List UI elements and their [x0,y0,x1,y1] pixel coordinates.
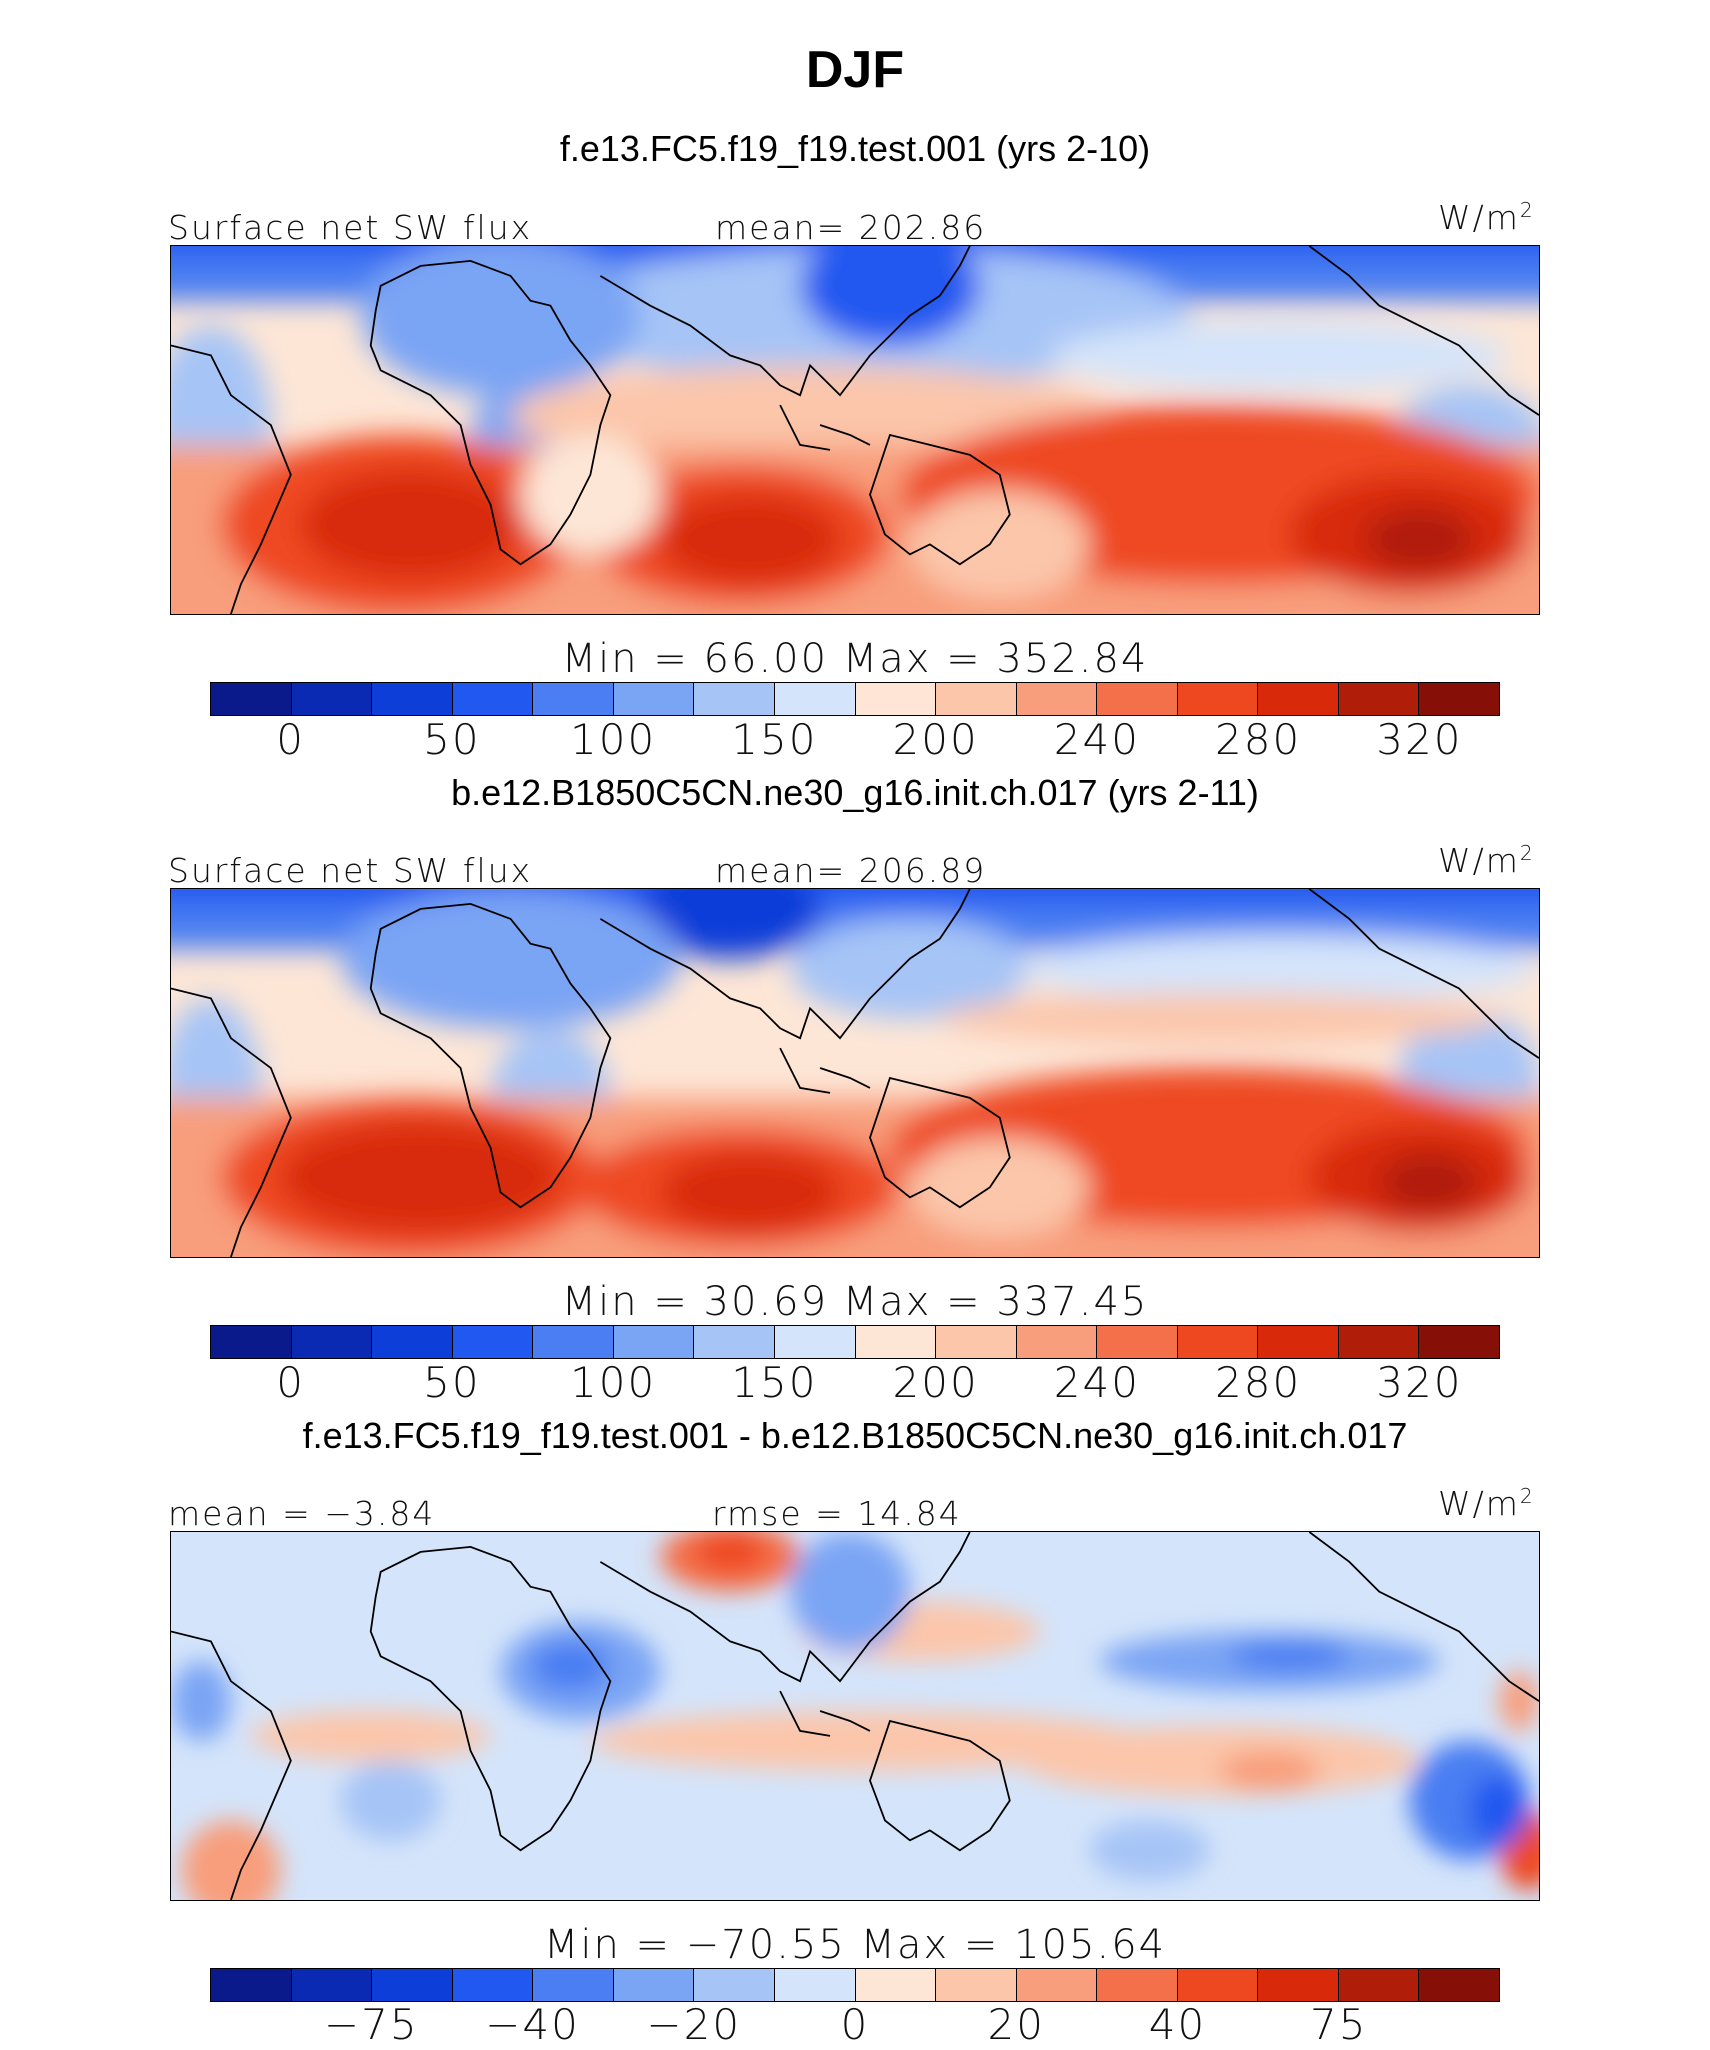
colorbar-tick-label: 150 [731,715,818,764]
panel2-variable-label: Surface net SW flux [168,851,533,890]
colorbar-cell [533,1969,614,2001]
colorbar-tick-label: 0 [276,715,305,764]
colorbar-cell [1338,1326,1420,1358]
panel3-rmse-label: rmse = 14.84 [712,1494,962,1533]
panel2-colorbar [210,1325,1500,1359]
panel3-map [170,1531,1540,1901]
colorbar-tick-label: 240 [1053,1358,1140,1407]
colorbar-cell [1097,1969,1178,2001]
panel1-minmax: Min = 66.00 Max = 352.84 [561,636,1149,682]
colorbar-cell [1338,683,1420,715]
colorbar-cell [533,683,614,715]
panel1-map [170,245,1540,615]
colorbar-tick-label: −75 [323,2000,419,2049]
colorbar-cell [1419,1969,1499,2001]
colorbar-cell [372,683,453,715]
colorbar-tick-label: 320 [1376,715,1463,764]
colorbar-cell [694,1326,775,1358]
colorbar-tick-label: 50 [423,715,481,764]
colorbar-tick-label: 150 [731,1358,818,1407]
colorbar-tick-label: 75 [1310,2000,1368,2049]
colorbar-tick-label: 280 [1215,1358,1302,1407]
panel2-units: W/m2 [1438,841,1535,880]
colorbar-tick-label: 20 [987,2000,1045,2049]
colorbar-cell [774,683,856,715]
colorbar-cell [452,1969,534,2001]
colorbar-cell [1258,1326,1339,1358]
colorbar-cell [613,683,695,715]
colorbar-tick-label: 100 [570,715,657,764]
colorbar-cell [1016,1969,1098,2001]
panel1-colorbar-ticks: 0 50 100 150 200 240 280 320 [210,715,1500,765]
panel1-colorbar [210,682,1500,716]
colorbar-tick-label: 0 [840,2000,870,2049]
panel1-variable-label: Surface net SW flux [168,208,533,247]
colorbar-cell [1016,1326,1098,1358]
colorbar-cell [613,1326,695,1358]
colorbar-cell [774,1326,856,1358]
colorbar-tick-label: 200 [892,715,979,764]
colorbar-cell [936,1326,1017,1358]
colorbar-cell [1097,1326,1178,1358]
colorbar-cell [1419,1326,1499,1358]
colorbar-cell [211,1969,292,2001]
colorbar-cell [774,1969,856,2001]
colorbar-cell [291,1326,373,1358]
panel1-units: W/m2 [1438,198,1535,237]
colorbar-tick-label: −20 [646,2000,742,2049]
colorbar-tick-label: 200 [892,1358,979,1407]
panel1-mean-label: mean= 202.86 [715,208,987,247]
colorbar-cell [211,683,292,715]
colorbar-cell [1016,683,1098,715]
panel3-minmax: Min = −70.55 Max = 105.64 [543,1922,1167,1968]
colorbar-cell [1258,683,1339,715]
panel2-map [170,888,1540,1258]
panel3-case-title: f.e13.FC5.f19_f19.test.001 - b.e12.B1850… [302,1415,1408,1456]
panel2-mean-label: mean= 206.89 [715,851,987,890]
colorbar-cell [1177,1969,1259,2001]
colorbar-tick-label: 50 [423,1358,481,1407]
colorbar-cell [533,1326,614,1358]
colorbar-cell [694,683,775,715]
colorbar-cell [291,1969,373,2001]
colorbar-cell [936,683,1017,715]
colorbar-cell [1419,683,1499,715]
panel2-minmax: Min = 30.69 Max = 337.45 [561,1279,1149,1325]
colorbar-cell [211,1326,292,1358]
colorbar-tick-label: 0 [276,1358,305,1407]
colorbar-tick-label: 240 [1053,715,1140,764]
colorbar-cell [694,1969,775,2001]
panel1-case-title: f.e13.FC5.f19_f19.test.001 (yrs 2-10) [559,128,1151,169]
colorbar-cell [613,1969,695,2001]
colorbar-cell [855,1969,937,2001]
colorbar-cell [372,1326,453,1358]
panel3-mean-label: mean = −3.84 [168,1494,436,1533]
colorbar-cell [1177,1326,1259,1358]
colorbar-cell [291,683,373,715]
colorbar-cell [1097,683,1178,715]
colorbar-tick-label: 40 [1148,2000,1207,2049]
colorbar-tick-label: 280 [1215,715,1302,764]
figure-title: DJF [805,41,905,99]
colorbar-cell [372,1969,453,2001]
panel3-units: W/m2 [1438,1484,1535,1523]
panel3-colorbar [210,1968,1500,2002]
colorbar-cell [1258,1969,1339,2001]
panel2-colorbar-ticks: 0 50 100 150 200 240 280 320 [210,1358,1500,1408]
colorbar-tick-label: 320 [1376,1358,1463,1407]
panel2-case-title: b.e12.B1850C5CN.ne30_g16.init.ch.017 (yr… [451,772,1259,813]
colorbar-tick-label: −40 [485,2000,580,2049]
colorbar-cell [452,683,534,715]
colorbar-cell [855,683,937,715]
colorbar-cell [936,1969,1017,2001]
colorbar-cell [452,1326,534,1358]
colorbar-cell [855,1326,937,1358]
colorbar-tick-label: 100 [570,1358,657,1407]
panel3-colorbar-ticks: −75 −40 −20 0 20 40 75 [210,2000,1500,2050]
colorbar-cell [1338,1969,1420,2001]
colorbar-cell [1177,683,1259,715]
